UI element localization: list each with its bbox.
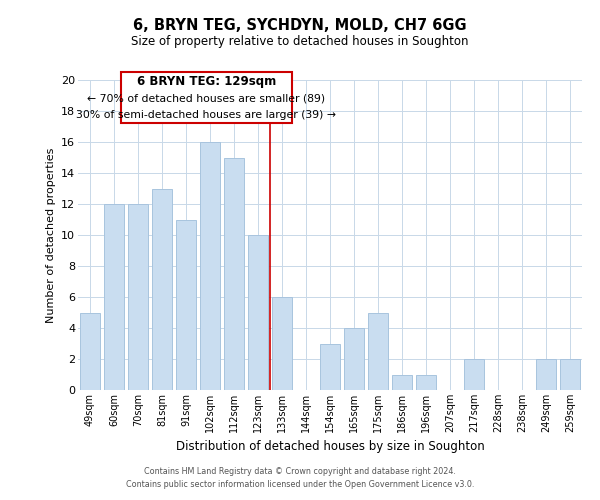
Text: Size of property relative to detached houses in Soughton: Size of property relative to detached ho… bbox=[131, 35, 469, 48]
Text: Contains HM Land Registry data © Crown copyright and database right 2024.: Contains HM Land Registry data © Crown c… bbox=[144, 467, 456, 476]
Bar bbox=[392, 374, 412, 390]
Text: 30% of semi-detached houses are larger (39) →: 30% of semi-detached houses are larger (… bbox=[76, 110, 337, 120]
Text: 6 BRYN TEG: 129sqm: 6 BRYN TEG: 129sqm bbox=[137, 75, 276, 88]
Bar bbox=[560, 359, 580, 390]
Bar bbox=[368, 312, 388, 390]
Bar bbox=[104, 204, 124, 390]
Y-axis label: Number of detached properties: Number of detached properties bbox=[46, 148, 56, 322]
Bar bbox=[344, 328, 364, 390]
Text: 6, BRYN TEG, SYCHDYN, MOLD, CH7 6GG: 6, BRYN TEG, SYCHDYN, MOLD, CH7 6GG bbox=[133, 18, 467, 32]
Bar bbox=[224, 158, 244, 390]
Bar bbox=[200, 142, 220, 390]
Bar bbox=[128, 204, 148, 390]
Bar bbox=[416, 374, 436, 390]
Bar bbox=[176, 220, 196, 390]
Bar bbox=[320, 344, 340, 390]
X-axis label: Distribution of detached houses by size in Soughton: Distribution of detached houses by size … bbox=[176, 440, 484, 454]
Bar bbox=[272, 297, 292, 390]
Bar bbox=[152, 188, 172, 390]
Text: Contains public sector information licensed under the Open Government Licence v3: Contains public sector information licen… bbox=[126, 480, 474, 489]
Bar bbox=[248, 235, 268, 390]
Bar bbox=[464, 359, 484, 390]
Bar bbox=[80, 312, 100, 390]
Bar bbox=[536, 359, 556, 390]
Text: ← 70% of detached houses are smaller (89): ← 70% of detached houses are smaller (89… bbox=[88, 94, 325, 104]
